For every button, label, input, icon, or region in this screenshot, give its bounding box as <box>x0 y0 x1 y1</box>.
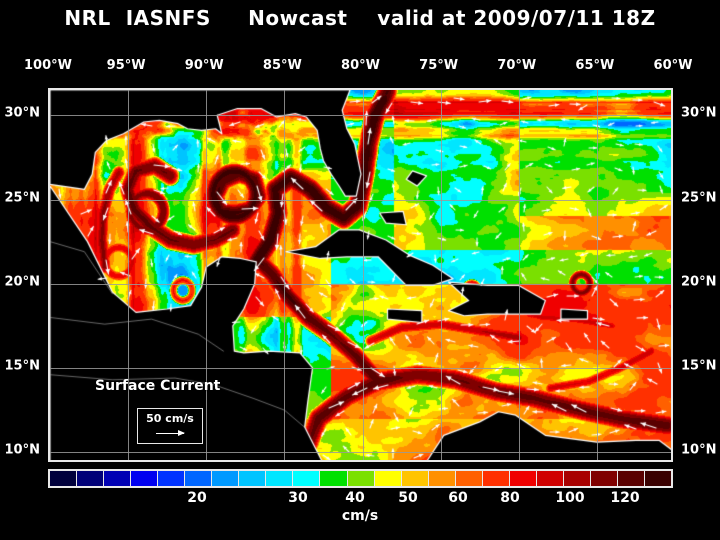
colorbar-cell <box>645 471 672 486</box>
axis-tick <box>519 88 520 90</box>
lon-tick-label: 80°W <box>341 58 380 73</box>
lon-tick-label: 90°W <box>184 58 224 73</box>
map-plot-frame <box>48 88 673 462</box>
colorbar-cell <box>293 471 321 486</box>
colorbar-cell <box>158 471 186 486</box>
axis-tick <box>48 452 50 453</box>
lat-tick-label: 15°N <box>4 358 40 374</box>
axis-tick <box>284 88 285 90</box>
colorbar-cell <box>590 471 618 486</box>
colorbar-tick-label: 120 <box>610 490 640 506</box>
surface-current-speed-field <box>50 90 671 460</box>
figure-title: NRL IASNFS Nowcast valid at 2009/07/11 1… <box>64 6 656 30</box>
lat-tick-label: 25°N <box>4 190 40 205</box>
colorbar-cell <box>77 471 105 486</box>
lon-tick-label: 95°W <box>106 58 146 73</box>
lon-tick-label: 70°W <box>497 58 537 73</box>
colorbar-tick-label: 100 <box>555 490 585 506</box>
axis-tick <box>128 88 129 90</box>
lon-tick-label: 75°W <box>419 58 459 73</box>
legend-title: Surface Current <box>95 378 221 394</box>
colorbar <box>48 469 673 488</box>
colorbar-cell <box>131 471 159 486</box>
colorbar-cell <box>212 471 240 486</box>
lat-tick-label: 20°N <box>4 274 40 290</box>
lon-tick-label: 60°W <box>653 58 693 73</box>
axis-tick <box>441 88 442 90</box>
axis-tick <box>48 115 50 116</box>
lon-tick-label: 65°W <box>575 58 615 73</box>
colorbar-cell <box>50 471 78 486</box>
colorbar-cell <box>401 471 429 486</box>
axis-tick <box>48 200 50 201</box>
lat-tick-label: 20°N <box>681 274 717 290</box>
colorbar-cell <box>617 471 646 486</box>
axis-tick <box>597 88 598 90</box>
lat-tick-label: 10°N <box>681 442 717 458</box>
colorbar-tick-label: 20 <box>187 490 207 506</box>
colorbar-cell <box>347 471 375 486</box>
axis-tick <box>48 284 50 285</box>
right-arrow-icon <box>156 430 185 436</box>
colorbar-cell <box>266 471 294 486</box>
axis-tick <box>48 368 50 369</box>
map-plot-area <box>50 90 671 460</box>
colorbar-cell <box>320 471 348 486</box>
colorbar-cell <box>455 471 483 486</box>
colorbar-cell <box>509 471 537 486</box>
lat-tick-label: 15°N <box>681 358 717 374</box>
colorbar-cell <box>374 471 402 486</box>
colorbar-tick-label: 40 <box>345 490 365 506</box>
lat-tick-label: 30°N <box>681 105 717 121</box>
colorbar-tick-label: 50 <box>398 490 418 506</box>
colorbar-tick-label: 80 <box>500 490 520 506</box>
lat-tick-label: 25°N <box>681 190 717 205</box>
lat-tick-label: 10°N <box>4 442 40 458</box>
colorbar-cell <box>563 471 591 486</box>
colorbar-cell <box>428 471 456 486</box>
colorbar-cell <box>536 471 564 486</box>
lon-tick-label: 100°W <box>24 58 72 73</box>
colorbar-unit-label: cm/s <box>341 508 379 524</box>
colorbar-tick-label: 60 <box>448 490 468 506</box>
velocity-scale-label: 50 cm/s <box>146 412 194 425</box>
colorbar-cell <box>482 471 510 486</box>
colorbar-cell <box>239 471 267 486</box>
velocity-scale-box: 50 cm/s <box>137 408 203 444</box>
axis-tick <box>363 88 364 90</box>
colorbar-cell <box>104 471 132 486</box>
axis-tick <box>206 88 207 90</box>
colorbar-cell <box>185 471 213 486</box>
axis-tick <box>50 88 51 90</box>
colorbar-tick-label: 30 <box>288 490 308 506</box>
lon-tick-label: 85°W <box>262 58 302 73</box>
lat-tick-label: 30°N <box>4 105 40 121</box>
